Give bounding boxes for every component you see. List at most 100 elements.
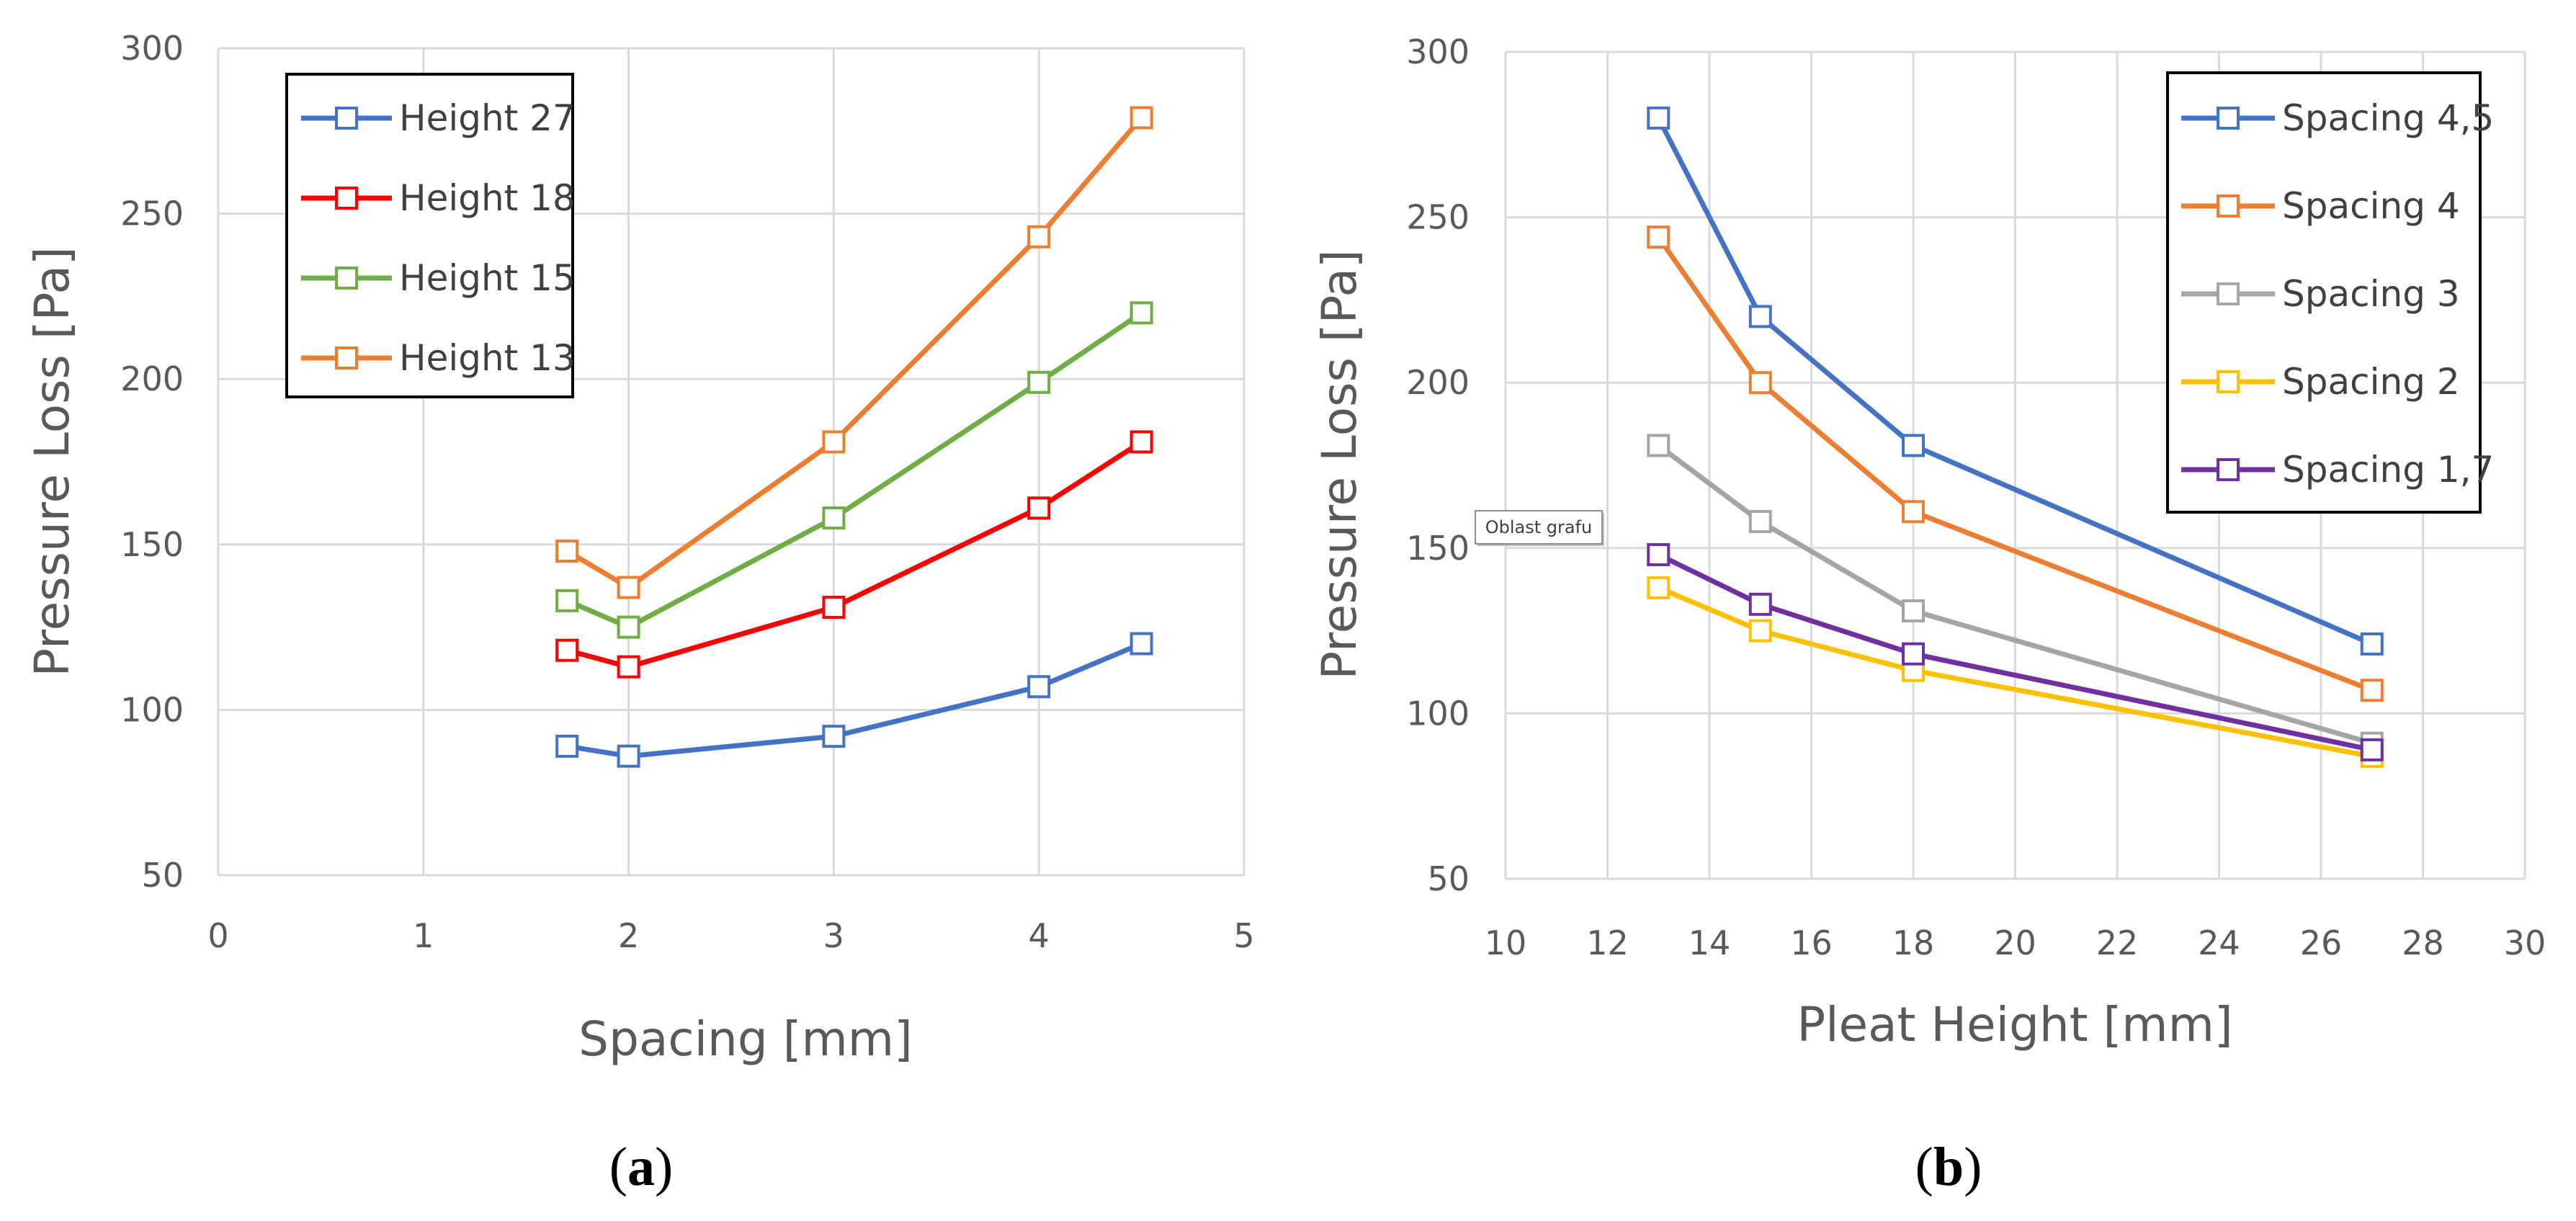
series-line bbox=[564, 115, 1145, 590]
panel-label: (a) bbox=[609, 1137, 674, 1197]
data-point-marker bbox=[1902, 500, 1925, 524]
y-tick-label: 50 bbox=[1427, 859, 1470, 898]
y-tick-label: 200 bbox=[1406, 363, 1470, 402]
data-point-marker bbox=[1647, 225, 1671, 249]
legend-marker bbox=[2217, 282, 2240, 305]
y-axis-title: Pressure Loss [Pa] bbox=[24, 246, 80, 676]
x-tick-label: 20 bbox=[1994, 923, 2036, 962]
legend-marker bbox=[2217, 370, 2240, 393]
data-point-marker bbox=[822, 430, 846, 454]
legend: Height 27 Height 18 Height 15 Height 13 bbox=[285, 73, 576, 398]
x-tick-label: 12 bbox=[1586, 923, 1629, 962]
legend-marker bbox=[335, 187, 358, 210]
series-spacing-4-5 bbox=[1647, 106, 2384, 656]
series-line bbox=[1655, 115, 2375, 647]
series-height-18 bbox=[555, 430, 1153, 679]
series-spacing-1-7 bbox=[1647, 542, 2384, 761]
data-point-marker bbox=[1647, 542, 1671, 566]
data-point-marker bbox=[617, 655, 640, 679]
y-tick-label: 100 bbox=[1406, 694, 1470, 733]
data-point-marker bbox=[1748, 619, 1772, 643]
legend: Spacing 4,5 Spacing 4 Spacing 3 Spacing 2 Sp… bbox=[2166, 71, 2494, 514]
series-line bbox=[564, 439, 1145, 670]
x-tick-label: 16 bbox=[1790, 923, 1833, 962]
data-point-marker bbox=[1748, 371, 1772, 395]
data-point-marker bbox=[1130, 430, 1153, 454]
data-point-marker bbox=[1130, 632, 1153, 656]
legend-entry: Spacing 1,7 bbox=[2282, 449, 2494, 491]
data-point-marker bbox=[1902, 599, 1925, 623]
legend-entry: Spacing 3 bbox=[2282, 273, 2460, 315]
data-point-marker bbox=[1130, 301, 1153, 325]
data-point-marker bbox=[1027, 225, 1051, 249]
data-point-marker bbox=[1647, 106, 1671, 130]
chart-a: 0 1 2 3 4 5 50 100 150 200 250 300 Spacing [mm] Press… bbox=[24, 29, 1255, 1197]
series-line bbox=[1655, 234, 2375, 693]
data-point-marker bbox=[1027, 675, 1051, 699]
data-point-marker bbox=[1902, 434, 1925, 457]
series-height-27 bbox=[555, 632, 1153, 768]
y-tick-label: 300 bbox=[120, 29, 184, 68]
series-line bbox=[1655, 585, 2375, 759]
data-point-marker bbox=[822, 596, 846, 620]
legend-marker bbox=[335, 346, 358, 370]
x-axis-title: Spacing [mm] bbox=[578, 1011, 913, 1067]
x-tick-label: 28 bbox=[2402, 923, 2444, 962]
x-axis-title: Pleat Height [mm] bbox=[1797, 997, 2232, 1052]
y-tick-label: 150 bbox=[120, 525, 184, 564]
x-tick-label: 5 bbox=[1233, 916, 1254, 955]
x-tick-label: 26 bbox=[2300, 923, 2343, 962]
x-tick-label: 18 bbox=[1892, 923, 1935, 962]
legend-entry: Spacing 2 bbox=[2282, 361, 2460, 403]
tooltip-text: Oblast grafu bbox=[1485, 517, 1593, 537]
x-tick-label: 0 bbox=[207, 916, 228, 955]
series-height-13 bbox=[555, 106, 1153, 599]
legend-entry: Height 13 bbox=[399, 337, 576, 379]
y-tick-label: 250 bbox=[120, 194, 184, 233]
series-height-15 bbox=[555, 301, 1153, 639]
legend-entry: Height 18 bbox=[399, 177, 576, 219]
series-line bbox=[564, 310, 1145, 630]
y-tick-label: 50 bbox=[141, 856, 184, 895]
x-tick-label: 24 bbox=[2198, 923, 2240, 962]
chart-b: 10 12 14 16 18 20 22 24 26 28 30 50 100 150 200 250 300 P… bbox=[1312, 32, 2546, 1197]
y-tick-label: 250 bbox=[1406, 198, 1470, 237]
x-tick-label: 4 bbox=[1029, 916, 1050, 955]
legend-entry: Height 27 bbox=[399, 97, 576, 139]
data-point-marker bbox=[2360, 738, 2384, 761]
y-tick-label: 100 bbox=[120, 690, 184, 729]
x-tick-label: 10 bbox=[1485, 923, 1527, 962]
x-tick-label: 22 bbox=[2096, 923, 2139, 962]
legend-box bbox=[285, 73, 574, 398]
tooltip-box bbox=[1475, 510, 1603, 545]
data-point-marker bbox=[1130, 106, 1153, 130]
legend-marker bbox=[335, 107, 358, 130]
legend-marker bbox=[335, 267, 358, 290]
legend-entry: Spacing 4 bbox=[2282, 185, 2460, 227]
y-tick-label: 150 bbox=[1406, 529, 1470, 568]
y-tick-label: 200 bbox=[120, 359, 184, 398]
panel-label: (b) bbox=[1915, 1137, 1982, 1197]
x-tick-label: 14 bbox=[1689, 923, 1731, 962]
data-point-marker bbox=[2360, 632, 2384, 656]
data-point-marker bbox=[555, 589, 579, 612]
data-point-marker bbox=[1027, 496, 1051, 520]
data-point-marker bbox=[617, 576, 640, 599]
data-point-marker bbox=[1027, 370, 1051, 394]
data-point-marker bbox=[822, 725, 846, 748]
series-spacing-4 bbox=[1647, 225, 2384, 702]
data-point-marker bbox=[555, 734, 579, 758]
x-tick-label: 2 bbox=[618, 916, 639, 955]
legend-marker bbox=[2217, 107, 2240, 130]
y-axis-title: Pressure Loss [Pa] bbox=[1312, 249, 1367, 679]
data-point-marker bbox=[1647, 434, 1671, 457]
data-point-marker bbox=[617, 615, 640, 639]
data-point-marker bbox=[1748, 305, 1772, 328]
data-point-marker bbox=[1748, 510, 1772, 534]
x-tick-label: 1 bbox=[413, 916, 434, 955]
x-tick-label: 30 bbox=[2504, 923, 2546, 962]
data-point-marker bbox=[555, 638, 579, 662]
series-line bbox=[1655, 552, 2375, 753]
data-point-marker bbox=[1647, 576, 1671, 599]
